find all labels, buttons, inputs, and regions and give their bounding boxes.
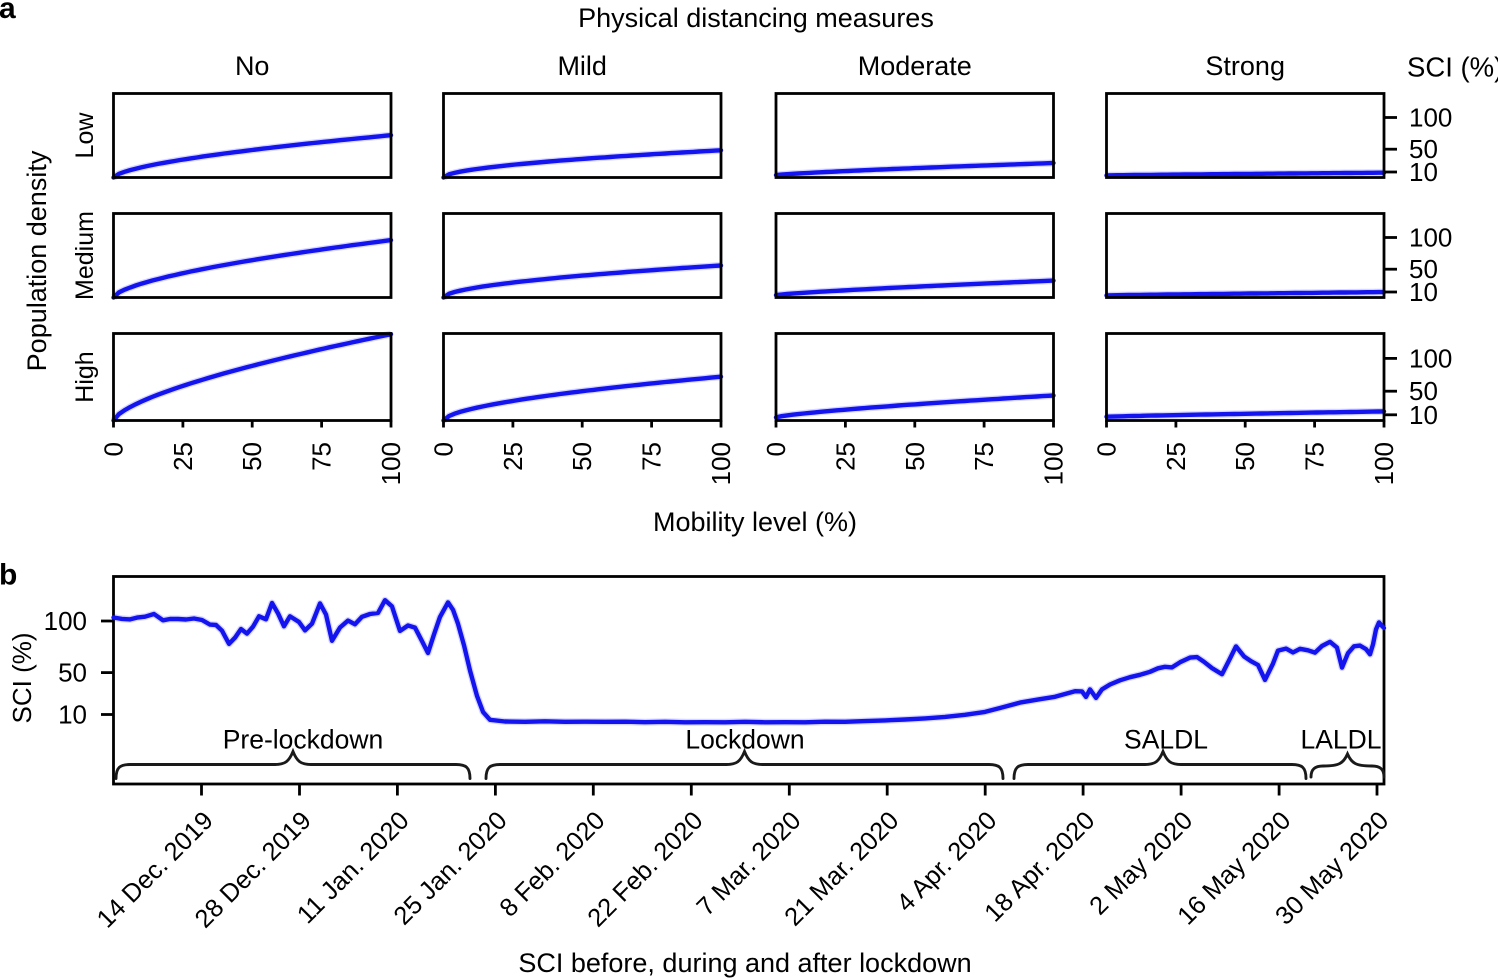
svg-text:Low: Low bbox=[71, 112, 99, 159]
svg-text:SCI before, during and after l: SCI before, during and after lockdown bbox=[518, 948, 971, 978]
svg-text:25: 25 bbox=[830, 442, 860, 471]
svg-text:50: 50 bbox=[58, 658, 87, 688]
svg-text:High: High bbox=[71, 351, 99, 402]
svg-text:25: 25 bbox=[498, 442, 528, 471]
svg-text:75: 75 bbox=[1300, 442, 1330, 471]
svg-text:10: 10 bbox=[58, 700, 87, 730]
svg-text:Mobility level (%): Mobility level (%) bbox=[653, 507, 857, 537]
svg-text:25: 25 bbox=[1161, 442, 1191, 471]
svg-text:Medium: Medium bbox=[71, 211, 99, 300]
svg-text:100: 100 bbox=[376, 442, 406, 485]
svg-text:50: 50 bbox=[1409, 254, 1438, 284]
svg-text:50: 50 bbox=[237, 442, 267, 471]
svg-text:50: 50 bbox=[567, 442, 597, 471]
svg-text:100: 100 bbox=[1409, 103, 1452, 133]
svg-text:10: 10 bbox=[1409, 400, 1438, 430]
svg-text:SCI (%): SCI (%) bbox=[1407, 52, 1498, 83]
svg-text:50: 50 bbox=[1409, 376, 1438, 406]
svg-text:Pre-lockdown: Pre-lockdown bbox=[223, 725, 384, 755]
svg-text:100: 100 bbox=[706, 442, 736, 485]
svg-text:Strong: Strong bbox=[1205, 51, 1285, 81]
svg-text:50: 50 bbox=[1230, 442, 1260, 471]
svg-text:10: 10 bbox=[1409, 277, 1438, 307]
svg-text:0: 0 bbox=[429, 442, 459, 456]
svg-text:Mild: Mild bbox=[557, 51, 607, 81]
svg-text:SALDL: SALDL bbox=[1124, 725, 1208, 755]
svg-text:100: 100 bbox=[1409, 343, 1452, 373]
svg-text:Population density: Population density bbox=[22, 150, 52, 371]
svg-text:100: 100 bbox=[1039, 442, 1069, 485]
svg-text:SCI (%): SCI (%) bbox=[7, 633, 37, 724]
svg-text:b: b bbox=[0, 559, 17, 592]
svg-text:Lockdown: Lockdown bbox=[685, 725, 804, 755]
svg-text:25: 25 bbox=[168, 442, 198, 471]
svg-text:Moderate: Moderate bbox=[858, 51, 972, 81]
svg-text:50: 50 bbox=[900, 442, 930, 471]
svg-text:0: 0 bbox=[99, 442, 129, 456]
svg-text:LALDL: LALDL bbox=[1300, 725, 1381, 755]
svg-text:a: a bbox=[0, 0, 16, 25]
svg-text:10: 10 bbox=[1409, 157, 1438, 187]
svg-text:0: 0 bbox=[761, 442, 791, 456]
svg-text:100: 100 bbox=[44, 606, 87, 636]
svg-text:75: 75 bbox=[637, 442, 667, 471]
svg-text:75: 75 bbox=[969, 442, 999, 471]
svg-text:50: 50 bbox=[1409, 134, 1438, 164]
svg-text:Physical distancing measures: Physical distancing measures bbox=[578, 3, 934, 33]
svg-text:No: No bbox=[235, 51, 270, 81]
svg-text:100: 100 bbox=[1369, 442, 1399, 485]
svg-text:100: 100 bbox=[1409, 223, 1452, 253]
svg-text:0: 0 bbox=[1092, 442, 1122, 456]
svg-text:75: 75 bbox=[307, 442, 337, 471]
